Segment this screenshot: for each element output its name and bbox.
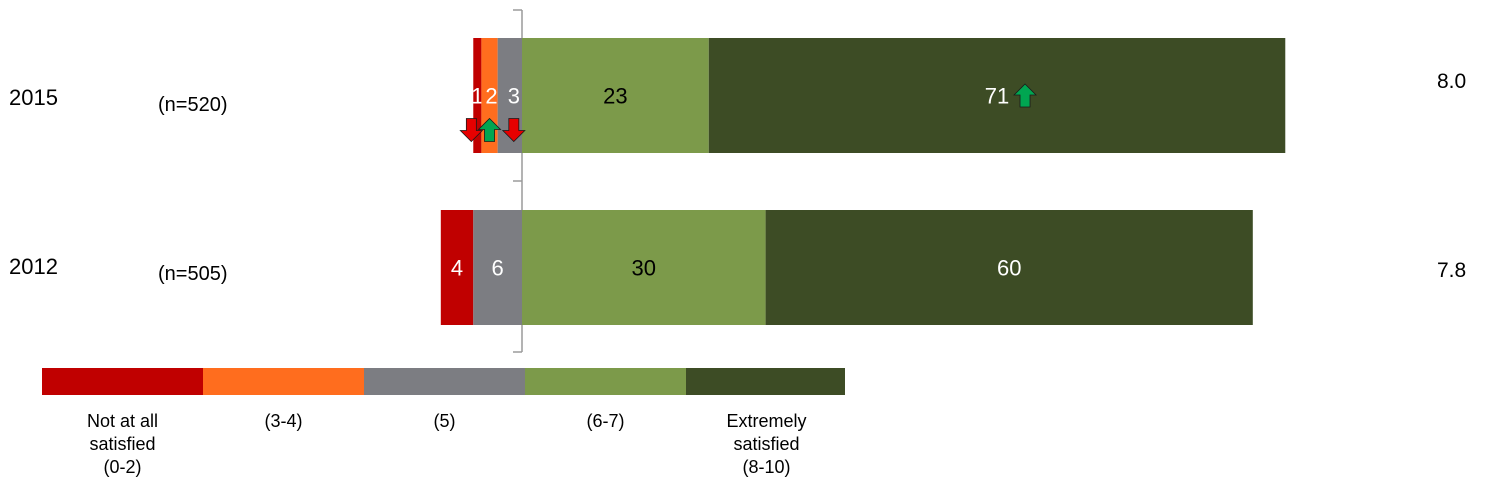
data-label-2012-4: 60	[997, 256, 1021, 281]
row-mean-score: 7.8	[1437, 259, 1467, 282]
legend-swatch-3	[525, 368, 686, 395]
legend-swatch-2	[364, 368, 525, 395]
legend-label: Not at all satisfied (0-2)	[43, 410, 203, 479]
data-label-2015-1: 2	[485, 84, 497, 109]
data-label-2012-3: 30	[632, 256, 656, 281]
legend-label-line: (5)	[433, 411, 456, 431]
bar-segment-2012-3	[522, 210, 766, 325]
data-label-2015-3: 23	[603, 84, 627, 109]
significance-arrow-down-icon	[459, 118, 484, 143]
bar-segment-2012-0	[440, 210, 474, 325]
legend-swatch-0	[42, 368, 203, 395]
row-label-year: 2012	[9, 254, 58, 279]
significance-arrow-down-icon	[501, 118, 526, 143]
bar-segment-2015-3	[522, 38, 709, 153]
legend-label-line: satisfied	[89, 434, 156, 454]
legend-label: (5)	[365, 410, 525, 433]
row-label-year: 2015	[9, 85, 58, 110]
legend-label-line: Not at all	[86, 411, 159, 431]
legend-label-line: satisfied	[733, 434, 800, 454]
legend-label-line: Extremely	[726, 411, 807, 431]
bar-segment-2012-4	[765, 210, 1253, 325]
bar-segment-2015-4	[708, 38, 1286, 153]
bar-segment-2012-2	[473, 210, 522, 325]
data-label-2015-4: 71	[985, 84, 1009, 109]
bar-segment-2015-0	[473, 38, 482, 153]
significance-arrow-up-icon	[477, 117, 502, 142]
data-label-2012-2: 6	[492, 256, 504, 281]
data-label-2015-0: 1	[471, 84, 483, 109]
row-mean-score: 8.0	[1437, 70, 1467, 93]
data-label-2012-0: 4	[451, 256, 463, 281]
row-sample-size: (n=505)	[158, 263, 228, 285]
legend-label: (3-4)	[204, 410, 364, 433]
legend-swatch-1	[203, 368, 364, 395]
row-sample-size: (n=520)	[158, 94, 228, 116]
legend-swatch-4	[686, 368, 845, 395]
legend-label-line: (8-10)	[742, 457, 791, 477]
legend-label-line: (6-7)	[586, 411, 625, 431]
legend-label: (6-7)	[526, 410, 686, 433]
significance-arrow-up-icon	[1013, 83, 1037, 108]
legend-label-line: (3-4)	[264, 411, 303, 431]
data-label-2015-2: 3	[508, 84, 520, 109]
legend-label: Extremely satisfied (8-10)	[687, 410, 847, 479]
legend-label-line: (0-2)	[103, 457, 142, 477]
